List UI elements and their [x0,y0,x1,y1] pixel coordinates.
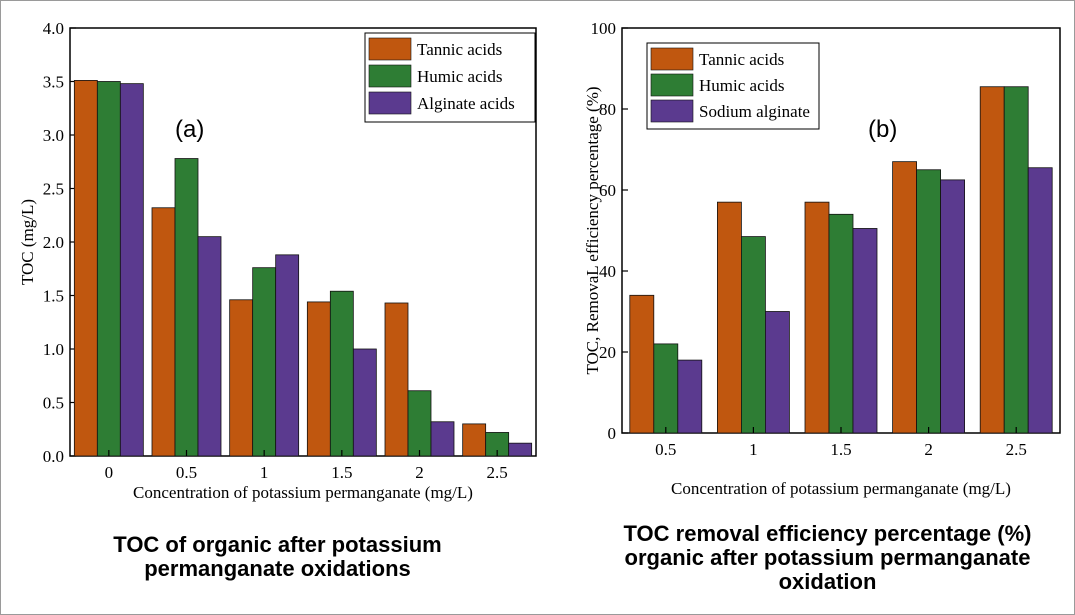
bar-a-humic-acids-2 [407,390,432,457]
legend-swatch [368,91,412,115]
bar-a-alginate-acids-2 [430,421,455,457]
bar-b-sodium-alginate-2 [940,179,965,434]
panel-label-b: (b) [868,116,897,143]
x-tick-label: 0 [105,463,114,482]
x-tick-label: 2.5 [487,463,508,482]
x-tick-label: 1.5 [331,463,352,482]
x-tick-label: 2 [415,463,424,482]
bar-b-tannic-acids-2.5 [979,86,1005,434]
bar-a-tannic-acids-1 [229,299,254,457]
x-tick-label: 1.5 [830,440,851,459]
bar-b-tannic-acids-1.5 [804,201,830,434]
y-tick-label: 0 [608,424,617,443]
bar-b-humic-acids-1.5 [828,213,854,434]
y-tick-label: 1.0 [43,340,64,359]
panel-label-a: (a) [175,116,204,143]
y-tick-label: 40 [599,262,616,281]
bar-a-alginate-acids-0.5 [197,236,222,457]
chart-b: 0 20 40 60 80 100 0.5 1 1.5 2 2.5 Concentration of … [583,19,1061,498]
legend-label: Alginate acids [417,94,515,113]
bar-a-alginate-acids-1.5 [352,348,377,457]
x-tick-label: 1 [260,463,269,482]
bar-b-sodium-alginate-2.5 [1027,167,1053,434]
legend-label: Tannic acids [417,40,502,59]
bar-b-sodium-alginate-1.5 [852,228,878,434]
x-axis-label: Concentration of potassium permanganate … [133,483,473,502]
bar-b-tannic-acids-2 [892,161,917,434]
legend-swatch [650,73,694,97]
y-tick-label: 20 [599,343,616,362]
x-tick-label: 0.5 [176,463,197,482]
legend-swatch [368,64,412,88]
legend-swatch [650,47,694,71]
legend-label: Humic acids [417,67,502,86]
y-axis-label: TOC, RemovaL efficiency percentage (%) [583,86,602,374]
legend-label: Sodium alginate [699,102,810,121]
x-tick-label: 2.5 [1006,440,1027,459]
bar-a-alginate-acids-2.5 [508,442,533,457]
legend-swatch [650,99,694,123]
x-tick-label: 0.5 [655,440,676,459]
y-tick-label: 0.5 [43,394,64,413]
y-tick-label: 100 [591,19,617,38]
bar-b-humic-acids-2.5 [1003,86,1029,434]
bar-a-humic-acids-1 [252,267,277,457]
y-tick-label: 1.5 [43,287,64,306]
caption-a: TOC of organic after potassium permangan… [113,532,442,581]
bar-a-tannic-acids-0.5 [151,207,176,457]
bar-a-alginate-acids-0 [119,83,144,457]
bar-a-tannic-acids-1.5 [306,301,331,457]
bar-b-tannic-acids-0.5 [629,294,655,434]
x-tick-label: 2 [924,440,933,459]
legend-label: Tannic acids [699,50,784,69]
y-tick-label: 80 [599,100,616,119]
y-tick-label: 60 [599,181,616,200]
y-axis-label: TOC (mg/L) [18,199,37,285]
x-tick-label: 1 [749,440,758,459]
chart-a: 0.0 0.5 1.0 1.5 2.0 2.5 3.0 3.5 4.0 0 0.5 1 1.5 2 2.5 C… [18,19,537,502]
bar-a-tannic-acids-2.5 [462,423,487,457]
bar-a-tannic-acids-2 [384,302,409,457]
caption-b: TOC removal efficiency percentage (%) or… [623,521,1032,594]
bar-a-tannic-acids-0 [73,80,98,457]
y-tick-label: 3.0 [43,126,64,145]
bar-b-humic-acids-2 [916,169,941,434]
bar-a-alginate-acids-1 [275,254,300,457]
y-tick-label: 4.0 [43,19,64,38]
bar-a-humic-acids-0.5 [174,158,199,457]
y-tick-label: 3.5 [43,73,64,92]
y-tick-label: 2.5 [43,180,64,199]
bar-b-sodium-alginate-1 [765,311,790,434]
x-axis-label: Concentration of potassium permanganate … [671,479,1011,498]
bar-b-tannic-acids-1 [717,201,742,434]
bar-a-humic-acids-1.5 [329,290,354,457]
y-tick-label: 0.0 [43,447,64,466]
legend-label: Humic acids [699,76,784,95]
bar-b-humic-acids-0.5 [653,343,679,434]
bar-b-humic-acids-1 [741,236,766,434]
bar-a-humic-acids-0 [96,81,121,457]
y-tick-label: 2.0 [43,233,64,252]
bar-b-sodium-alginate-0.5 [677,359,703,434]
legend-swatch [368,37,412,61]
